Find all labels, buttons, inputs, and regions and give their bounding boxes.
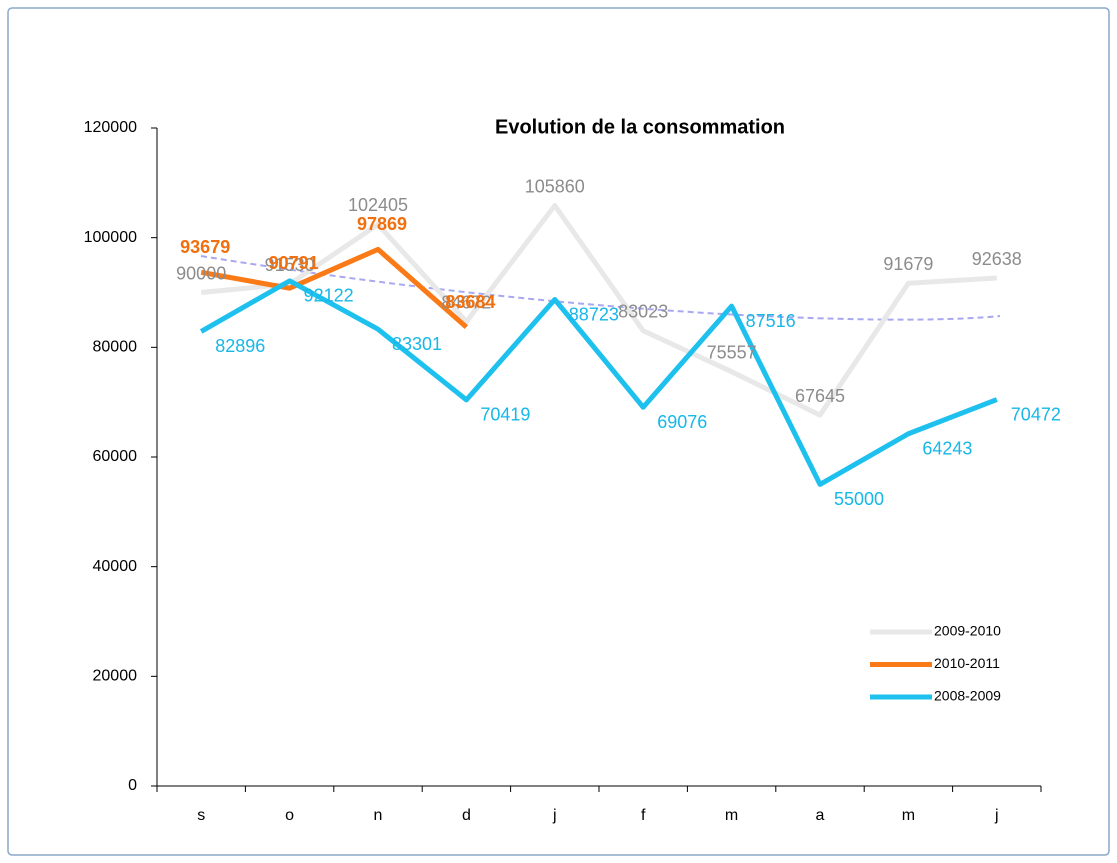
data-label: 67645: [795, 386, 845, 406]
data-label: 84672: [441, 292, 491, 312]
data-label: 83301: [392, 334, 442, 354]
x-tick-label: a: [816, 807, 825, 824]
x-tick-label: n: [374, 807, 383, 824]
data-label: 64243: [922, 438, 972, 458]
y-tick-label: 100000: [84, 229, 137, 246]
data-label: 90000: [176, 263, 226, 283]
series-line: [199, 278, 998, 487]
data-label: 83684: [445, 292, 495, 312]
y-tick-label: 80000: [93, 339, 138, 356]
x-tick-label: j: [552, 807, 557, 824]
x-tick-label: j: [994, 807, 999, 824]
x-tick-label: f: [641, 807, 646, 824]
data-label: 92122: [304, 286, 354, 306]
data-label: 55000: [834, 489, 884, 509]
legend-label: 2008-2009: [934, 688, 1001, 704]
y-tick-label: 40000: [93, 558, 138, 575]
data-label: 93679: [180, 237, 230, 257]
data-label: 92638: [972, 249, 1022, 269]
x-tick-label: m: [902, 807, 915, 824]
series-line: [200, 203, 997, 418]
chart-frame: [7, 7, 1110, 856]
x-tick-label: d: [462, 807, 471, 824]
data-label: 70472: [1011, 404, 1061, 424]
legend-label: 2010-2011: [934, 655, 1000, 671]
data-label: 83023: [618, 302, 668, 322]
y-tick-label: 120000: [84, 119, 137, 136]
data-label: 87516: [746, 311, 796, 331]
x-tick-label: o: [285, 807, 294, 824]
legend-label: 2009-2010: [934, 623, 1001, 639]
series-line: [200, 246, 469, 330]
data-label: 82896: [215, 336, 265, 356]
data-label: 91679: [883, 254, 933, 274]
data-label: 88723: [569, 304, 619, 324]
y-tick-label: 20000: [93, 668, 138, 685]
data-label: 102405: [348, 195, 408, 215]
data-label: 69076: [657, 412, 707, 432]
x-tick-label: m: [725, 807, 738, 824]
y-tick-label: 0: [128, 777, 137, 794]
x-tick-label: s: [197, 807, 205, 824]
data-label: 70419: [480, 405, 530, 425]
data-label: 105860: [525, 176, 585, 196]
data-label: 91530: [265, 255, 315, 275]
chart-title: Evolution de la consommation: [495, 116, 785, 138]
y-tick-label: 60000: [93, 448, 138, 465]
data-label: 75557: [707, 342, 757, 362]
data-label: 90791: [269, 253, 319, 273]
data-label: 97869: [357, 214, 407, 234]
